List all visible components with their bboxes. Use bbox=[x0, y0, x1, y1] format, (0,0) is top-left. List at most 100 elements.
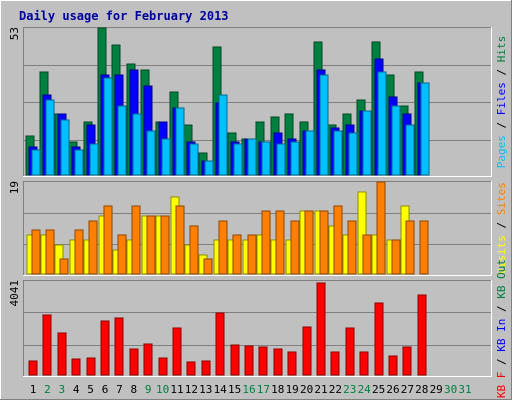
chart-title: Daily usage for February 2013 bbox=[19, 9, 229, 23]
axis-label-part: KB In bbox=[495, 319, 508, 352]
bar-pages-day-26 bbox=[391, 105, 401, 176]
bar-pages-day-11 bbox=[175, 107, 185, 176]
bar-pages-day-20 bbox=[305, 130, 315, 176]
axis-label-part: KB Out bbox=[495, 259, 508, 299]
axis-label-part: Visits bbox=[495, 235, 508, 275]
axis-label-part: Files bbox=[495, 82, 508, 115]
bar-sites-day-24 bbox=[362, 234, 372, 275]
bar-sites-day-12 bbox=[189, 225, 199, 275]
bar-kb-f-day-27 bbox=[402, 346, 412, 376]
bar-kb-f-day-26 bbox=[388, 355, 398, 376]
axis-label-part: / bbox=[495, 352, 508, 372]
axis-label: Visits / Sites bbox=[495, 182, 508, 275]
x-tick-label-day-1: 1 bbox=[30, 383, 37, 396]
bar-kb-f-day-25 bbox=[374, 302, 384, 376]
y-max-label: 53 bbox=[8, 27, 21, 40]
bar-sites-day-6 bbox=[103, 205, 113, 275]
bar-pages-day-9 bbox=[146, 130, 156, 176]
bar-kb-f-day-6 bbox=[100, 320, 110, 376]
x-tick-label-day-19: 19 bbox=[286, 383, 299, 396]
y-max-label: 4041 bbox=[8, 280, 21, 307]
x-tick-label-day-9: 9 bbox=[145, 383, 152, 396]
axis-label-part: Pages bbox=[495, 135, 508, 168]
bar-sites-day-14 bbox=[218, 220, 228, 275]
axis-label-part: / bbox=[495, 215, 508, 235]
axis-label-part: Hits bbox=[495, 36, 508, 63]
bar-visits-day-24 bbox=[357, 191, 367, 275]
bar-kb-f-day-18 bbox=[273, 348, 283, 376]
bar-sites-day-19 bbox=[290, 220, 300, 275]
x-tick-label-day-25: 25 bbox=[372, 383, 385, 396]
bar-sites-day-27 bbox=[405, 220, 415, 275]
x-tick-label-day-28: 28 bbox=[415, 383, 428, 396]
bar-pages-day-5 bbox=[89, 143, 99, 176]
bar-sites-day-25 bbox=[376, 181, 386, 275]
x-tick-label-day-4: 4 bbox=[73, 383, 80, 396]
bar-pages-day-6 bbox=[103, 77, 113, 176]
bar-sites-day-26 bbox=[391, 239, 401, 275]
axis-label-part: / bbox=[495, 62, 508, 82]
bar-sites-day-21 bbox=[319, 210, 329, 275]
bar-pages-day-21 bbox=[319, 74, 329, 176]
bar-sites-day-7 bbox=[117, 234, 127, 275]
bar-kb-f-day-22 bbox=[330, 351, 340, 376]
x-tick-label-day-26: 26 bbox=[386, 383, 399, 396]
bar-sites-day-22 bbox=[333, 205, 343, 275]
bar-sites-day-10 bbox=[160, 215, 170, 275]
bar-sites-day-23 bbox=[347, 220, 357, 275]
bar-kb-f-day-13 bbox=[201, 360, 211, 376]
bar-sites-day-17 bbox=[261, 210, 271, 275]
bar-pages-day-4 bbox=[74, 149, 84, 176]
bar-sites-day-15 bbox=[232, 234, 242, 275]
bar-sites-day-18 bbox=[275, 210, 285, 275]
x-tick-label-day-2: 2 bbox=[44, 383, 51, 396]
bar-kb-f-day-10 bbox=[158, 357, 168, 376]
bar-sites-day-1 bbox=[31, 229, 41, 275]
x-tick-label-day-27: 27 bbox=[401, 383, 414, 396]
bar-kb-f-day-9 bbox=[143, 343, 153, 376]
x-tick-label-day-18: 18 bbox=[271, 383, 284, 396]
bar-kb-f-day-15 bbox=[230, 344, 240, 376]
bar-pages-day-1 bbox=[31, 149, 41, 176]
bar-kb-f-day-14 bbox=[215, 312, 225, 376]
x-tick-label-day-16: 16 bbox=[242, 383, 255, 396]
bar-sites-day-3 bbox=[59, 258, 69, 275]
bar-kb-f-day-2 bbox=[42, 314, 52, 376]
bar-sites-day-28 bbox=[419, 220, 429, 275]
x-tick-label-day-17: 17 bbox=[257, 383, 270, 396]
bar-pages-day-7 bbox=[117, 105, 127, 176]
x-tick-label-day-29: 29 bbox=[430, 383, 443, 396]
bar-sites-day-13 bbox=[203, 258, 213, 275]
bar-kb-f-day-3 bbox=[57, 332, 67, 376]
bar-sites-day-9 bbox=[146, 215, 156, 275]
x-tick-label-day-3: 3 bbox=[58, 383, 65, 396]
x-tick-label-day-13: 13 bbox=[199, 383, 212, 396]
bar-sites-day-20 bbox=[304, 210, 314, 275]
bar-kb-f-day-17 bbox=[258, 346, 268, 376]
x-tick-label-day-30: 30 bbox=[444, 383, 457, 396]
bar-kb-f-day-16 bbox=[244, 345, 254, 376]
panel-kb: 4041 KB F / KB In / KB Out bbox=[8, 259, 508, 398]
bar-pages-day-12 bbox=[189, 143, 199, 176]
x-tick-label-day-22: 22 bbox=[329, 383, 342, 396]
x-tick-label-day-21: 21 bbox=[314, 383, 327, 396]
bar-kb-f-day-24 bbox=[359, 351, 369, 376]
axis-label-part: KB F bbox=[495, 372, 508, 399]
bar-kb-f-day-4 bbox=[71, 358, 81, 376]
bar-kb-f-day-28 bbox=[417, 294, 427, 376]
bar-pages-day-22 bbox=[333, 130, 343, 176]
bar-pages-day-2 bbox=[45, 99, 55, 176]
bar-pages-day-19 bbox=[290, 141, 300, 176]
bar-pages-day-25 bbox=[377, 71, 387, 176]
bar-kb-f-day-11 bbox=[172, 327, 182, 376]
panel-hits-files-pages: 53 Pages / Files / Hits bbox=[8, 27, 508, 177]
bar-kb-f-day-12 bbox=[186, 361, 196, 376]
x-tick-label-day-7: 7 bbox=[116, 383, 123, 396]
bar-kb-f-day-20 bbox=[302, 326, 312, 376]
bar-kb-f-day-5 bbox=[86, 357, 96, 376]
bar-sites-day-11 bbox=[175, 205, 185, 275]
bar-sites-day-16 bbox=[247, 234, 257, 275]
bar-pages-day-23 bbox=[348, 132, 358, 176]
